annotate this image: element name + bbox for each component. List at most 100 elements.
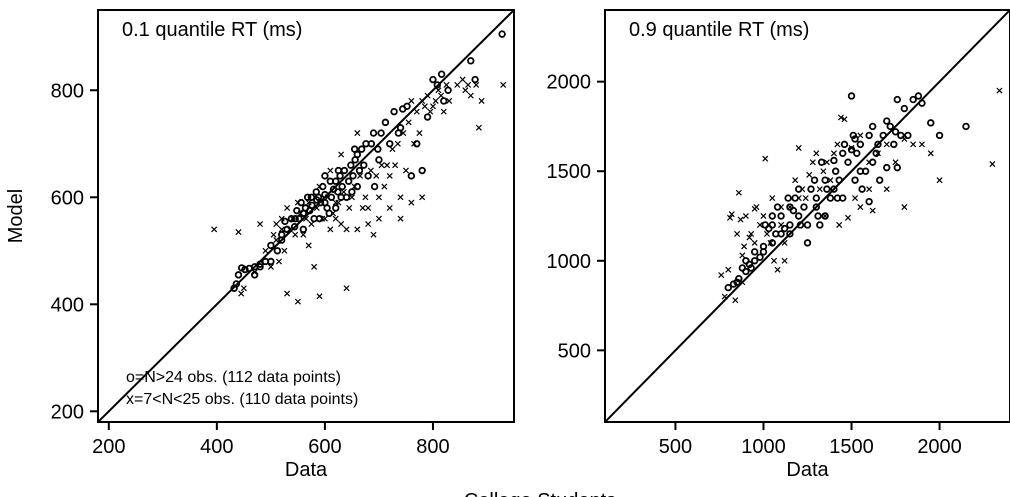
data-point-cross xyxy=(397,215,404,222)
data-point-cross xyxy=(386,172,393,179)
data-point-cross xyxy=(335,199,342,206)
data-point-circle xyxy=(879,131,887,140)
data-point-circle xyxy=(325,209,333,218)
data-point-cross xyxy=(381,183,388,190)
data-point-circle xyxy=(440,97,448,105)
data-point-circle xyxy=(381,118,390,127)
data-point-circle xyxy=(810,176,819,184)
data-point-cross xyxy=(781,239,788,246)
data-point-cross xyxy=(305,199,312,206)
data-point-circle xyxy=(281,217,289,226)
data-point-circle xyxy=(367,140,376,148)
data-point-cross xyxy=(834,141,841,148)
data-point-circle xyxy=(835,176,843,184)
data-point-cross xyxy=(927,150,934,157)
data-point-circle xyxy=(777,212,785,220)
data-point-cross xyxy=(365,221,372,228)
data-point-cross xyxy=(742,212,749,220)
data-point-cross xyxy=(419,97,426,104)
data-point-circle xyxy=(786,221,794,229)
data-point-cross xyxy=(769,195,776,202)
data-point-circle xyxy=(780,224,789,233)
data-point-circle xyxy=(321,190,329,199)
data-point-circle xyxy=(914,92,923,100)
data-point-cross xyxy=(739,279,746,286)
data-point-cross xyxy=(316,183,323,190)
data-point-cross xyxy=(883,186,890,193)
data-point-circle xyxy=(742,257,750,265)
data-point-circle xyxy=(883,163,891,172)
data-point-cross xyxy=(278,226,285,233)
data-point-cross xyxy=(294,298,301,305)
data-point-circle xyxy=(374,145,382,153)
data-point-cross xyxy=(918,141,925,148)
data-point-cross xyxy=(737,216,744,223)
data-point-cross xyxy=(411,140,418,147)
data-point-circle xyxy=(360,161,368,169)
data-point-cross xyxy=(721,293,728,300)
data-point-circle xyxy=(234,271,243,279)
data-point-cross xyxy=(405,119,412,126)
data-point-cross xyxy=(910,141,917,148)
data-point-cross xyxy=(408,97,415,104)
data-point-circle xyxy=(747,264,755,272)
x-tick-label-0-800: 800 xyxy=(416,436,449,458)
data-point-circle xyxy=(786,230,794,238)
data-point-circle xyxy=(768,239,776,247)
data-point-cross xyxy=(848,144,855,151)
data-point-circle xyxy=(844,158,852,166)
data-point-cross xyxy=(500,81,507,88)
data-point-circle xyxy=(370,182,379,191)
data-point-circle xyxy=(241,265,249,274)
data-point-circle xyxy=(856,167,865,175)
data-point-circle xyxy=(821,212,829,220)
data-point-cross xyxy=(857,132,864,139)
data-point-cross xyxy=(305,242,312,249)
data-point-circle xyxy=(327,193,336,201)
data-point-cross xyxy=(726,214,734,221)
data-point-cross xyxy=(340,188,347,195)
data-point-cross xyxy=(294,199,301,206)
data-point-cross xyxy=(459,76,466,83)
data-point-circle xyxy=(307,193,316,201)
data-point-circle xyxy=(886,122,894,131)
data-point-circle xyxy=(321,198,329,207)
data-point-cross xyxy=(362,194,369,201)
data-point-cross xyxy=(354,226,361,233)
x-tick-label-1-2000: 2000 xyxy=(917,436,962,458)
data-point-cross xyxy=(432,97,439,104)
data-point-cross xyxy=(866,159,873,166)
data-point-circle xyxy=(724,283,732,292)
data-point-circle xyxy=(277,236,286,244)
data-point-cross xyxy=(465,81,472,88)
data-point-cross xyxy=(365,204,372,211)
data-point-circle xyxy=(823,185,831,193)
data-point-cross xyxy=(901,204,908,211)
data-point-cross xyxy=(389,146,396,153)
data-point-cross xyxy=(852,195,859,202)
data-point-circle xyxy=(349,172,357,180)
data-point-cross xyxy=(327,167,334,174)
data-point-cross xyxy=(367,167,374,174)
data-point-circle xyxy=(357,145,366,153)
data-point-circle xyxy=(295,214,303,223)
data-point-cross xyxy=(883,141,890,148)
data-point-circle xyxy=(334,188,342,196)
data-point-cross xyxy=(275,258,283,265)
data-point-circle xyxy=(267,257,275,266)
data-point-circle xyxy=(851,135,859,143)
data-point-cross xyxy=(343,226,350,233)
data-point-cross xyxy=(778,221,785,228)
data-point-circle xyxy=(735,274,743,283)
data-point-circle xyxy=(794,212,803,220)
data-point-cross xyxy=(278,215,285,222)
data-point-cross xyxy=(408,199,415,206)
x-axis-label-0: Data xyxy=(285,459,328,481)
data-point-cross xyxy=(778,204,785,211)
data-point-circle xyxy=(287,214,296,223)
data-point-cross xyxy=(316,293,323,300)
data-point-cross xyxy=(799,186,806,193)
data-point-cross xyxy=(370,231,377,238)
data-point-circle xyxy=(273,247,282,255)
data-point-circle xyxy=(377,129,385,137)
